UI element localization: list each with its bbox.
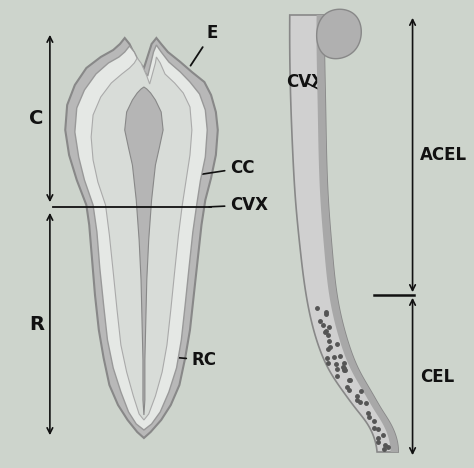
Text: R: R: [29, 314, 44, 334]
Text: CVX: CVX: [286, 73, 324, 91]
Polygon shape: [75, 45, 207, 430]
Polygon shape: [317, 15, 398, 452]
Text: CVX: CVX: [209, 196, 268, 214]
Text: ACEL: ACEL: [420, 146, 467, 164]
Polygon shape: [65, 38, 218, 438]
Polygon shape: [91, 57, 192, 420]
Text: C: C: [29, 109, 44, 127]
Text: CEL: CEL: [420, 367, 455, 386]
Polygon shape: [125, 87, 163, 415]
Polygon shape: [290, 15, 398, 452]
Text: RC: RC: [150, 351, 217, 369]
Text: CC: CC: [200, 159, 255, 177]
Text: E: E: [191, 24, 218, 66]
Text: D: D: [105, 276, 121, 294]
Polygon shape: [317, 9, 361, 58]
